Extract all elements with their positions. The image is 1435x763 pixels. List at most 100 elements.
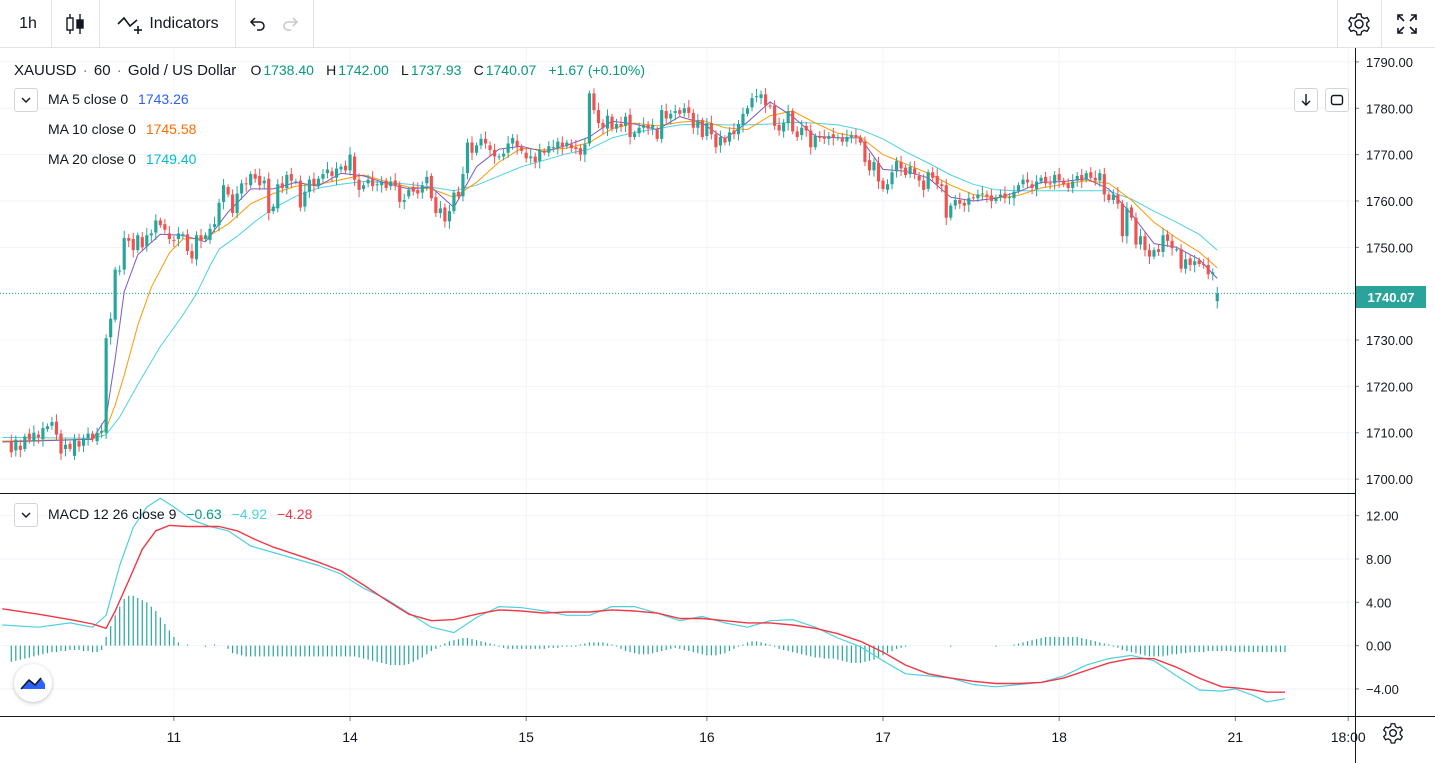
- candle-body: [59, 433, 63, 454]
- candle-body: [768, 105, 772, 107]
- candle-body: [249, 174, 253, 186]
- ohlc-open-value: 1738.40: [263, 62, 314, 78]
- indicators-button[interactable]: Indicators: [100, 0, 234, 47]
- candle-body: [908, 166, 912, 175]
- candle-body: [836, 137, 840, 138]
- candle-body: [614, 124, 619, 129]
- candle-body: [81, 438, 86, 446]
- y-tick-label: 8.00: [1366, 552, 1391, 567]
- x-tick-label: 21: [1228, 729, 1244, 745]
- candles: [9, 88, 1219, 460]
- redo-button[interactable]: [276, 0, 306, 47]
- candle-body: [750, 98, 754, 108]
- candle-body: [203, 235, 208, 239]
- candle-body: [1170, 240, 1174, 249]
- brand-logo[interactable]: [14, 664, 52, 702]
- candle-body: [136, 235, 140, 251]
- ma5-legend[interactable]: MA 5 close 0 1743.26: [48, 91, 191, 107]
- ohlc-low-value: 1737.93: [410, 62, 462, 78]
- candle-body: [167, 233, 171, 239]
- candle-body: [845, 137, 849, 142]
- candle-body: [1084, 173, 1088, 180]
- time-axis-settings-button[interactable]: [1381, 721, 1405, 745]
- candle-body: [1062, 180, 1066, 185]
- candle-body: [443, 207, 447, 222]
- candle-body: [1003, 193, 1007, 199]
- interval-button[interactable]: 1h: [6, 0, 50, 47]
- collapse-legend-button[interactable]: [14, 88, 38, 112]
- settings-button[interactable]: [1338, 0, 1380, 47]
- candle-body: [1193, 261, 1197, 265]
- candle-body: [547, 146, 551, 153]
- candle-body: [27, 433, 31, 440]
- scroll-down-button[interactable]: [1294, 88, 1318, 112]
- candle-body: [380, 182, 384, 186]
- candle-body: [45, 426, 50, 430]
- candle-body: [72, 439, 77, 456]
- candle-body: [86, 433, 90, 439]
- candle-body: [773, 105, 777, 126]
- candle-body: [1007, 197, 1012, 199]
- collapse-macd-legend-button[interactable]: [14, 503, 38, 527]
- candle-body: [339, 166, 343, 170]
- candle-body: [1111, 194, 1115, 201]
- y-tick-label: 1790.00: [1366, 55, 1413, 70]
- candle-body: [330, 171, 334, 176]
- candle-body: [791, 111, 795, 132]
- macd-histogram: [10, 595, 1286, 666]
- candle-body: [691, 112, 695, 128]
- candle-body: [465, 142, 470, 174]
- candle-body: [1120, 203, 1124, 237]
- candle-body: [763, 94, 768, 106]
- candle-body: [732, 130, 736, 135]
- y-tick-label: 1720.00: [1366, 379, 1413, 394]
- candle-body: [520, 147, 524, 151]
- ma20-legend[interactable]: MA 20 close 0 1749.40: [48, 151, 198, 167]
- candle-body: [980, 193, 984, 195]
- candle-body: [1197, 260, 1201, 265]
- ohlc-low: L 1737.93: [401, 62, 463, 78]
- y-tick-label: 12.00: [1366, 509, 1399, 524]
- candle-body: [36, 434, 40, 438]
- candle-body: [479, 138, 483, 146]
- candle-body: [262, 180, 266, 184]
- candle-body: [474, 145, 479, 153]
- macd-label: MACD 12 26 close 9: [48, 506, 177, 522]
- candle-body: [199, 235, 203, 241]
- chart-type-button[interactable]: [52, 0, 98, 47]
- ohlc-close-value: 1740.07: [485, 62, 537, 78]
- candle-body: [872, 162, 876, 171]
- ohlc-low-label: L: [401, 62, 409, 78]
- candle-body: [267, 178, 271, 214]
- candle-body: [605, 115, 610, 129]
- macd-legend[interactable]: MACD 12 26 close 9 −0.63 −4.92 −4.28: [48, 506, 314, 522]
- candle-body: [1138, 236, 1143, 245]
- undo-button[interactable]: [242, 0, 272, 47]
- candle-body: [524, 152, 528, 159]
- candle-body: [452, 192, 456, 212]
- candle-body: [366, 179, 370, 184]
- candle-body: [244, 183, 248, 185]
- price-chart[interactable]: 1700.001710.001720.001730.001740.001750.…: [0, 48, 1435, 763]
- candle-body: [953, 200, 957, 206]
- candle-body: [140, 237, 144, 248]
- candle-body: [258, 175, 262, 186]
- candle-body: [343, 165, 348, 171]
- candle-body: [894, 161, 899, 172]
- candle-body: [149, 233, 153, 236]
- interval-label: 1h: [19, 14, 37, 32]
- x-tick-label: 18: [1051, 729, 1067, 745]
- candle-body: [429, 175, 433, 199]
- candle-body: [723, 137, 727, 143]
- symbol-ticker[interactable]: XAUUSD: [14, 62, 77, 79]
- fullscreen-icon: [1397, 13, 1417, 34]
- fullscreen-button[interactable]: [1384, 0, 1430, 47]
- ma10-legend[interactable]: MA 10 close 0 1745.58: [48, 121, 198, 137]
- maximize-pane-button[interactable]: [1325, 88, 1349, 112]
- candle-body: [325, 169, 330, 174]
- candle-body: [885, 184, 890, 190]
- candle-body: [492, 149, 497, 157]
- candle-body: [800, 127, 804, 136]
- candle-body: [587, 93, 592, 144]
- candle-body: [931, 172, 935, 178]
